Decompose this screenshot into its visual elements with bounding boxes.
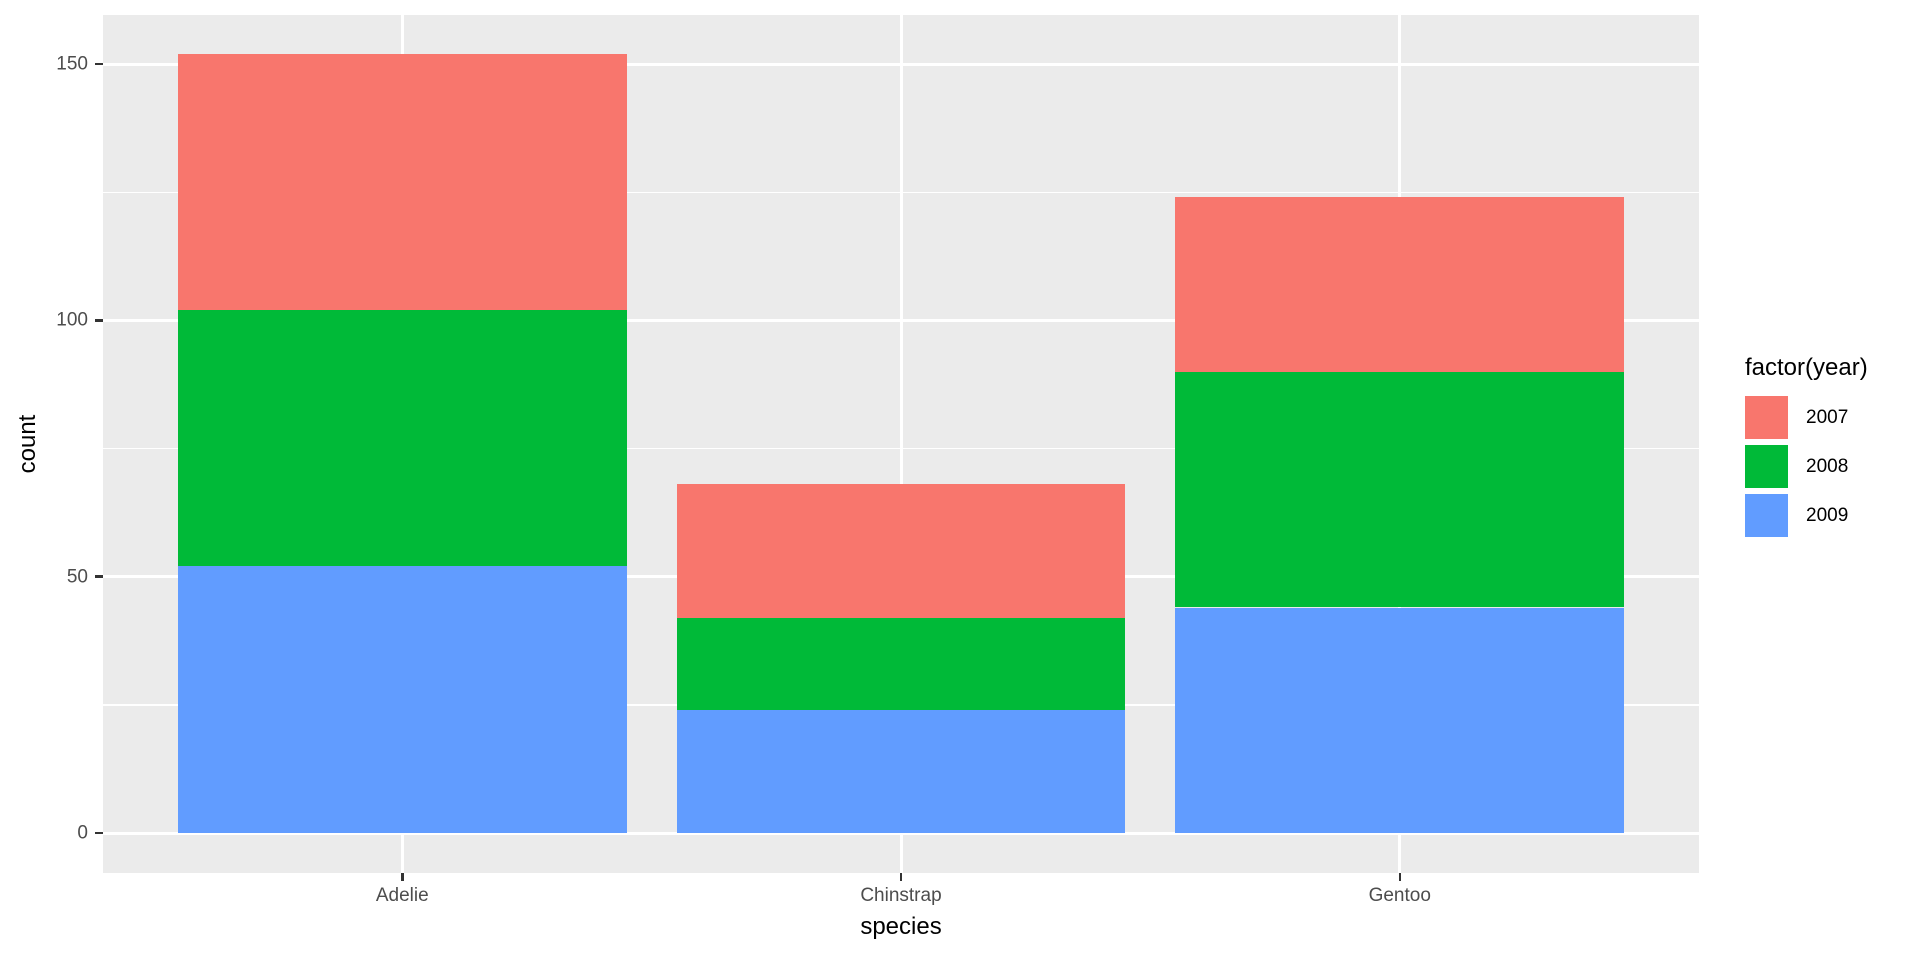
legend-label: 2007 (1806, 406, 1849, 428)
y-tick-mark (95, 62, 103, 66)
legend-label: 2009 (1806, 504, 1849, 526)
x-tick-label: Chinstrap (860, 885, 942, 906)
bar-segment (1175, 371, 1625, 608)
gridline-major-v (899, 15, 903, 873)
legend-title: factor(year) (1745, 354, 1868, 381)
x-tick-label: Adelie (375, 885, 429, 906)
bar-segment (1175, 197, 1625, 372)
y-axis-title: count (14, 414, 41, 474)
legend-entry: 2009 (1745, 494, 1868, 537)
bar-segment (177, 566, 627, 833)
x-tick-mark (401, 873, 404, 881)
y-tick-label: 50 (66, 566, 88, 588)
legend: factor(year) 2007 2008 2009 (1745, 356, 1868, 543)
x-axis-title: species (860, 913, 942, 940)
legend-entry: 2008 (1745, 445, 1868, 488)
legend-entry: 2007 (1745, 396, 1868, 439)
bar-segment (676, 617, 1126, 710)
y-tick-label: 100 (56, 309, 88, 331)
legend-entries: 2007 2008 2009 (1745, 396, 1868, 537)
x-tick-label: Gentoo (1368, 885, 1431, 906)
y-tick-mark (95, 319, 103, 322)
bar-segment (676, 484, 1126, 618)
y-tick-label: 150 (56, 53, 88, 75)
y-tick-mark (95, 831, 103, 835)
y-tick-mark (95, 575, 103, 578)
bar-segment (177, 53, 627, 311)
y-tick-label: 0 (77, 822, 88, 844)
plot-panel (103, 15, 1699, 873)
bar-segment (177, 310, 627, 567)
legend-swatch (1745, 494, 1788, 537)
bar-segment (676, 710, 1126, 833)
legend-swatch (1745, 445, 1788, 488)
legend-swatch (1745, 396, 1788, 439)
x-tick-mark (1398, 873, 1401, 881)
legend-label: 2008 (1806, 455, 1849, 477)
bar-segment (1175, 607, 1625, 834)
x-tick-mark (899, 873, 903, 881)
